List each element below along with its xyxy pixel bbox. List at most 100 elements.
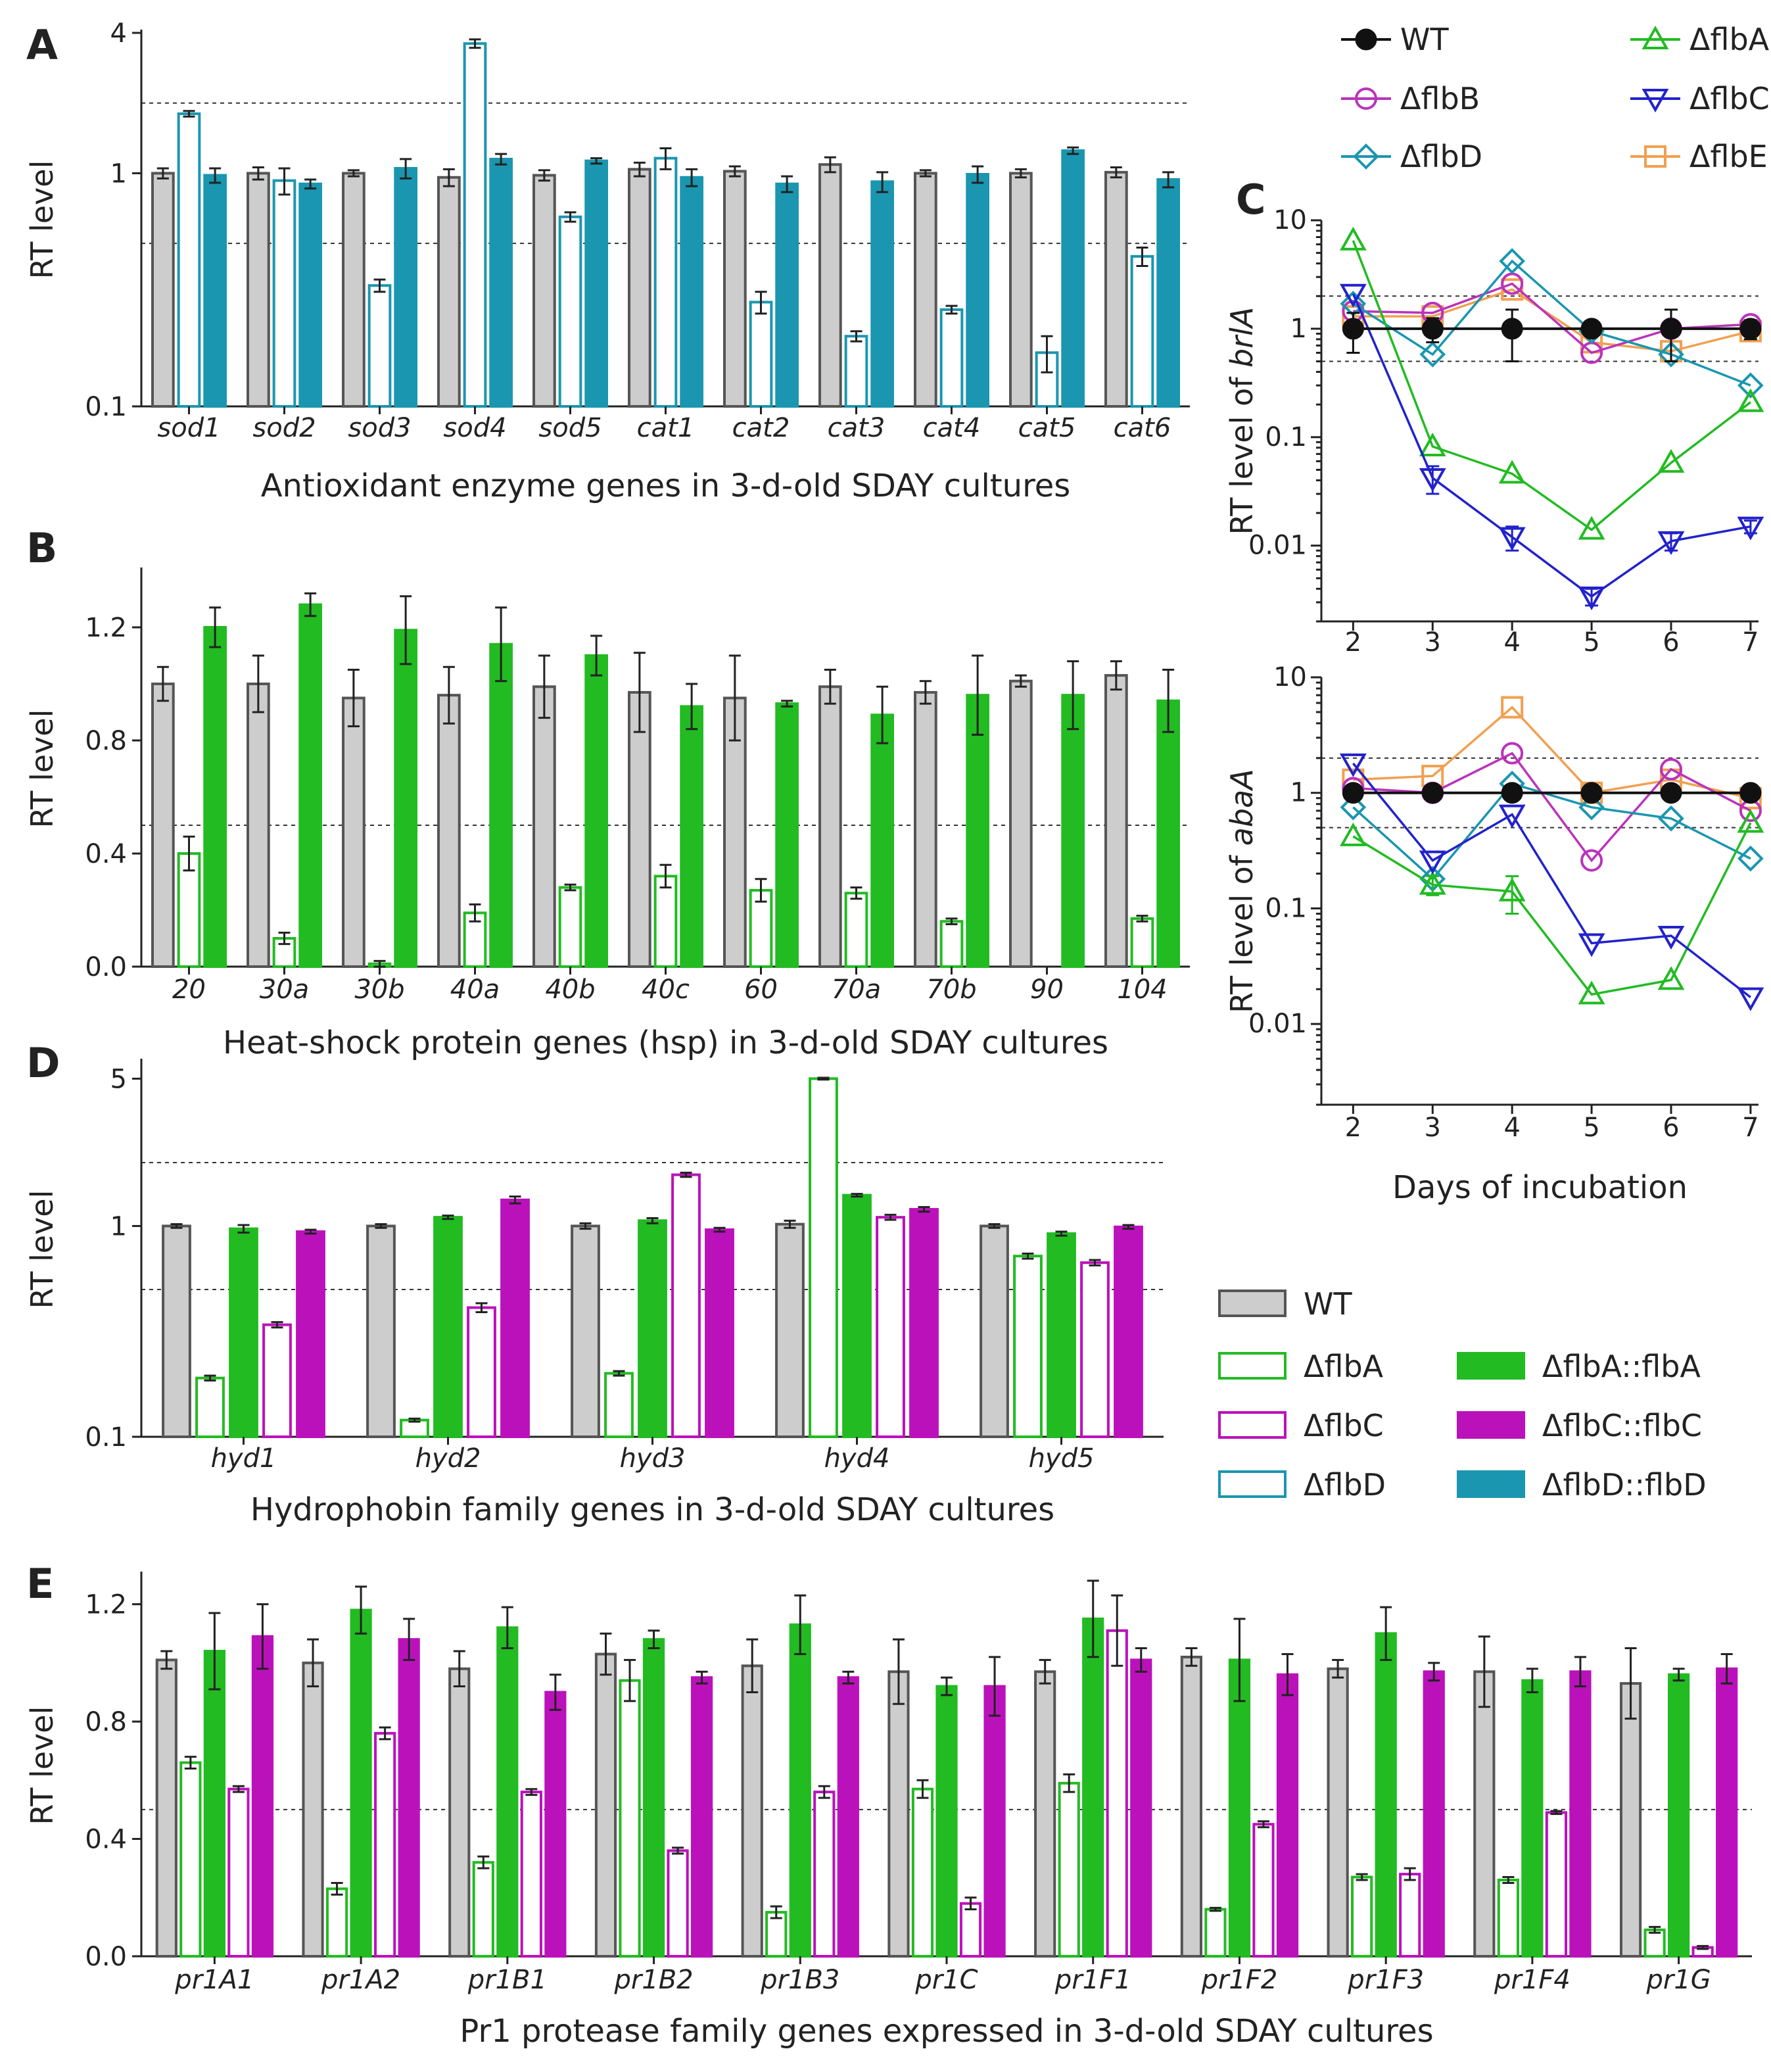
bar: [394, 629, 417, 968]
bar: [433, 1216, 463, 1438]
category-label: sod2: [252, 413, 316, 443]
panel-b-chart: 0.0 0.4 0.8 1.2 RT level 20 30a 30b 40a 40b 40c 60 7…: [24, 567, 1190, 1061]
bar: [619, 1679, 641, 1958]
category-label: 30a: [260, 975, 309, 1005]
data-point: [1737, 516, 1764, 541]
bar: [870, 713, 894, 969]
category-label: hyd5: [1029, 1443, 1095, 1474]
data-point: [1498, 804, 1526, 829]
y-tick-label: 0.1: [1265, 893, 1307, 923]
data-point: [1657, 966, 1685, 990]
data-point: [1739, 782, 1762, 804]
data-point: [1578, 586, 1605, 611]
x-tick-label: 3: [1425, 627, 1441, 658]
bar: [1716, 1667, 1738, 1958]
y-axis-label: RT level of abaA: [1224, 769, 1260, 1013]
bar: [229, 1227, 258, 1438]
bar: [496, 1626, 519, 1958]
bar: [813, 1791, 836, 1958]
data-point: [1737, 987, 1764, 1011]
x-tick-label: 5: [1583, 627, 1599, 658]
series-line: [1352, 240, 1751, 531]
y-axis-label-prefix: RT level of: [1224, 846, 1260, 1013]
y-tick-label: 0.8: [85, 726, 127, 756]
series-line: [1352, 293, 1751, 598]
bar: [887, 1670, 910, 1958]
bar: [638, 1219, 667, 1438]
category-label: pr1G: [1645, 1965, 1711, 1995]
y-tick-label: 1.2: [85, 1590, 127, 1620]
bar: [1009, 679, 1033, 968]
y-axis-label: RT level: [24, 710, 60, 829]
data-point: [1340, 794, 1367, 821]
data-point: [1578, 933, 1605, 957]
bar: [1009, 172, 1033, 408]
bar: [680, 176, 703, 408]
x-tick-label: 6: [1663, 627, 1679, 658]
bar: [1104, 170, 1128, 408]
bar: [1276, 1673, 1299, 1958]
panel-label-e: E: [26, 1560, 54, 1608]
bar: [374, 1731, 396, 1958]
x-tick-label: 3: [1425, 1113, 1441, 1143]
bar: [151, 172, 175, 408]
bar: [558, 886, 582, 968]
category-label: pr1A1: [174, 1965, 254, 1995]
data-point: [1501, 782, 1523, 804]
bar: [227, 1787, 250, 1958]
category-label: pr1B2: [613, 1965, 693, 1995]
bar: [628, 168, 651, 408]
series-line: [1353, 752, 1751, 863]
bar: [489, 642, 513, 968]
data-point: [1641, 89, 1669, 113]
x-tick-label: 5: [1583, 1113, 1599, 1143]
bar: [203, 174, 227, 408]
category-label: cat2: [732, 413, 790, 443]
legend-label: ΔflbD::flbD: [1542, 1467, 1707, 1503]
bar: [1061, 149, 1085, 408]
series-line: [1352, 762, 1751, 999]
bar: [272, 179, 296, 408]
category-label: pr1A2: [321, 1965, 400, 1995]
bar: [775, 182, 799, 408]
bar: [1034, 1670, 1056, 1958]
category-label: cat5: [1018, 413, 1076, 443]
legend-label: ΔflbA::flbA: [1542, 1349, 1701, 1384]
category-label: 104: [1117, 975, 1167, 1005]
bar: [151, 683, 175, 968]
category-label: 40b: [545, 975, 595, 1005]
bar: [155, 1658, 177, 1958]
bar: [723, 170, 747, 408]
data-point: [1498, 527, 1526, 551]
data-point: [1355, 28, 1377, 51]
bar: [251, 1635, 274, 1958]
legend-label: ΔflbB: [1400, 81, 1480, 116]
bar: [604, 1372, 634, 1438]
bar: [1497, 1879, 1519, 1958]
bar: [584, 654, 608, 968]
bar: [520, 1791, 542, 1958]
legend-swatch: [1218, 1411, 1287, 1439]
bar: [1106, 1629, 1128, 1958]
data-point: [1737, 809, 1764, 833]
bar: [1058, 1781, 1080, 1958]
bar: [966, 173, 989, 408]
bar: [1061, 694, 1085, 968]
series-line: [1352, 782, 1751, 881]
bar: [247, 683, 270, 968]
bar: [325, 1887, 348, 1958]
data-point: [1580, 318, 1603, 340]
category-label: hyd1: [211, 1443, 277, 1474]
panel-label-c: C: [1236, 176, 1266, 224]
legend-label: ΔflbD: [1400, 139, 1482, 174]
x-axis-title: Hydrophobin family genes in 3-d-old SDAY…: [250, 1491, 1054, 1528]
bar: [195, 1376, 225, 1438]
bar: [594, 1652, 617, 1958]
x-tick-label: 2: [1345, 627, 1361, 658]
panel-label-b: B: [26, 524, 57, 572]
data-point: [1339, 753, 1367, 777]
bar: [350, 1608, 372, 1958]
bar: [1080, 1261, 1110, 1439]
category-label: sod5: [538, 413, 602, 443]
legend-label: ΔflbC: [1304, 1408, 1384, 1443]
